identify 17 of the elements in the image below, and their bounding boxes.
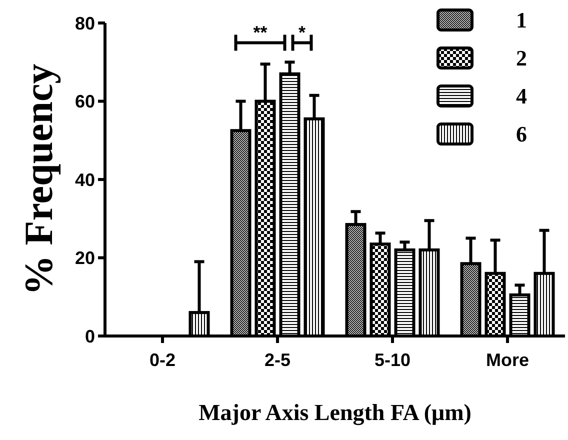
legend-label: 2 [516,46,527,71]
y-tick-label: 60 [74,92,95,112]
y-tick-label: 80 [74,13,95,34]
legend-label: 6 [516,122,527,147]
x-tick-label: 2-5 [264,350,291,370]
legend-label: 4 [516,84,527,109]
y-axis-title: % Frequency [16,64,61,296]
annotation: ** [253,22,268,43]
x-axis-title: Major Axis Length FA (μm) [198,400,472,426]
x-tick-label: More [486,350,530,370]
legend-label: 1 [516,8,527,33]
x-tick-label: 0-2 [149,350,176,370]
annotation: * [298,22,306,43]
y-tick-label: 0 [84,326,95,346]
y-tick-label: 40 [74,170,95,190]
x-tick-label: 5-10 [374,350,411,370]
y-tick-label: 20 [74,248,95,268]
